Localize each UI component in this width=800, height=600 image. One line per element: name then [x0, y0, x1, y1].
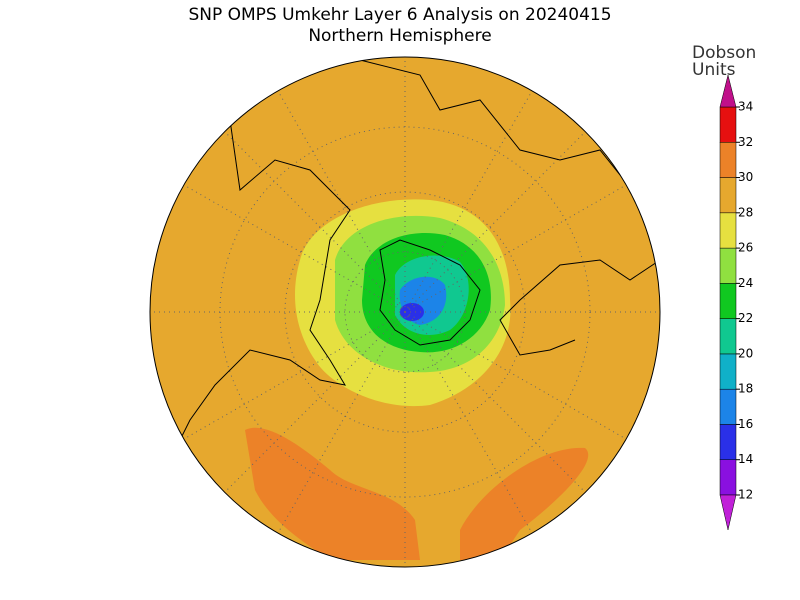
graticule	[150, 57, 660, 567]
subtitle: Northern Hemisphere	[308, 26, 491, 46]
colorbar-tick-label: 14	[738, 452, 753, 466]
unit-label: Units	[692, 60, 736, 80]
colorbar-tick-label: 12	[738, 488, 753, 502]
colorbar-segment	[719, 353, 737, 390]
coastline	[169, 59, 660, 461]
colorbar-segment	[719, 177, 737, 214]
colorbar-segment	[719, 283, 737, 319]
colorbar-tick-label: 30	[738, 170, 753, 184]
colorbar-tick-label: 24	[738, 276, 753, 290]
contour	[245, 427, 420, 560]
colorbar-tick-label: 22	[738, 311, 753, 325]
colorbar-tick-label: 26	[738, 241, 753, 255]
colorbar-segment	[719, 212, 737, 249]
title: SNP OMPS Umkehr Layer 6 Analysis on 2024…	[188, 5, 611, 25]
unit-label: Dobson	[692, 43, 756, 63]
colorbar-tick-label: 20	[738, 346, 753, 360]
colorbar-tick-label: 32	[738, 135, 753, 149]
colorbar-segment	[719, 247, 737, 284]
colorbar-tick-label: 28	[738, 205, 753, 219]
colorbar-tick-label: 16	[738, 417, 753, 431]
colorbar-segment	[719, 318, 737, 355]
colorbar-segment	[719, 106, 737, 143]
colorbar-segment	[719, 459, 737, 496]
map	[150, 57, 660, 567]
colorbar: 12 14 16 18 20 22 24 26 28 30 32 34	[719, 74, 753, 531]
contour	[460, 447, 589, 560]
colorbar-segment	[719, 142, 737, 178]
colorbar-over	[719, 74, 737, 108]
colorbar-tick-label: 18	[738, 382, 753, 396]
map-border	[149, 56, 661, 568]
colorbar-under	[719, 494, 737, 531]
colorbar-tick-label: 34	[738, 100, 753, 114]
colorbar-segment	[719, 424, 737, 460]
colorbar-segment	[719, 388, 737, 425]
contour	[400, 303, 424, 321]
